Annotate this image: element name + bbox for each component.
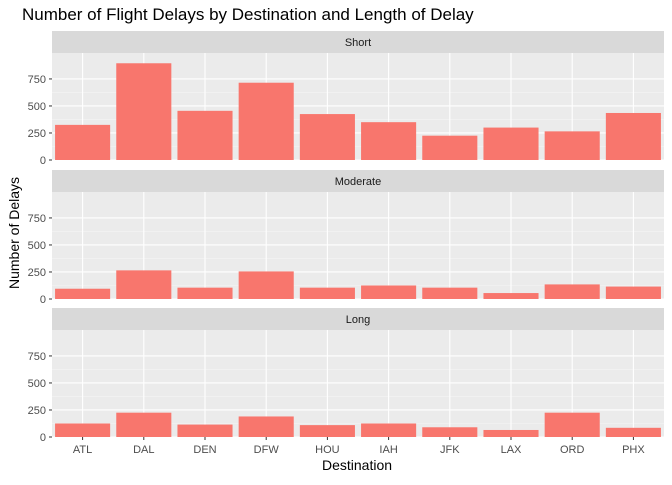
y-tick-label: 750 — [28, 74, 46, 86]
y-tick-label: 0 — [40, 294, 46, 306]
bar — [116, 412, 172, 437]
x-tick-label: PHX — [622, 444, 645, 456]
facet-strip-label: Short — [345, 37, 371, 49]
y-tick-label: 500 — [28, 378, 46, 390]
bar — [299, 114, 355, 160]
x-tick-label: HOU — [315, 444, 340, 456]
y-tick-label: 250 — [28, 267, 46, 279]
bar — [422, 427, 478, 437]
bar — [605, 286, 661, 299]
bar — [422, 287, 478, 299]
facet-strip-label: Long — [346, 314, 370, 326]
bar — [55, 423, 111, 437]
bar — [299, 425, 355, 437]
y-tick-label: 0 — [40, 155, 46, 167]
bar — [483, 429, 539, 437]
x-tick-label: DFW — [254, 444, 280, 456]
y-tick-label: 500 — [28, 240, 46, 252]
bar — [483, 293, 539, 299]
bar — [605, 112, 661, 160]
facet-strip-label: Moderate — [335, 176, 381, 188]
facet-strip — [52, 308, 664, 330]
x-tick-label: ORD — [560, 444, 585, 456]
bar — [116, 270, 172, 299]
x-tick-label: JFK — [440, 444, 460, 456]
bar — [177, 287, 233, 299]
chart-title: Number of Flight Delays by Destination a… — [22, 5, 474, 24]
bar — [544, 284, 600, 299]
x-tick-label: IAH — [379, 444, 397, 456]
y-tick-label: 750 — [28, 213, 46, 225]
facet-strip — [52, 170, 664, 192]
x-axis-title: Destination — [322, 457, 392, 473]
y-tick-label: 750 — [28, 351, 46, 363]
y-tick-label: 250 — [28, 405, 46, 417]
bar — [177, 110, 233, 160]
y-tick-label: 0 — [40, 432, 46, 444]
x-tick-label: DEN — [193, 444, 216, 456]
bar — [116, 63, 172, 160]
x-tick-label: DAL — [133, 444, 154, 456]
bar — [361, 122, 417, 160]
x-tick-label: ATL — [73, 444, 92, 456]
y-tick-label: 500 — [28, 101, 46, 113]
bar — [361, 285, 417, 299]
bar — [55, 124, 111, 160]
bar — [238, 82, 294, 160]
bar — [422, 135, 478, 160]
facet-panels: Short 0 250 500 750 Moderate 0 250 500 750 Long 0 25… — [28, 31, 664, 456]
bar — [361, 423, 417, 437]
y-tick-label: 250 — [28, 128, 46, 140]
bar — [177, 424, 233, 437]
facet-strip — [52, 31, 664, 53]
bar — [299, 287, 355, 299]
bar — [483, 127, 539, 160]
bar — [55, 288, 111, 299]
x-tick-label: LAX — [501, 444, 522, 456]
bar — [544, 131, 600, 160]
bar — [605, 427, 661, 437]
bar — [238, 271, 294, 299]
bar — [238, 416, 294, 437]
bar — [544, 412, 600, 437]
y-axis-title: Number of Delays — [6, 177, 22, 289]
